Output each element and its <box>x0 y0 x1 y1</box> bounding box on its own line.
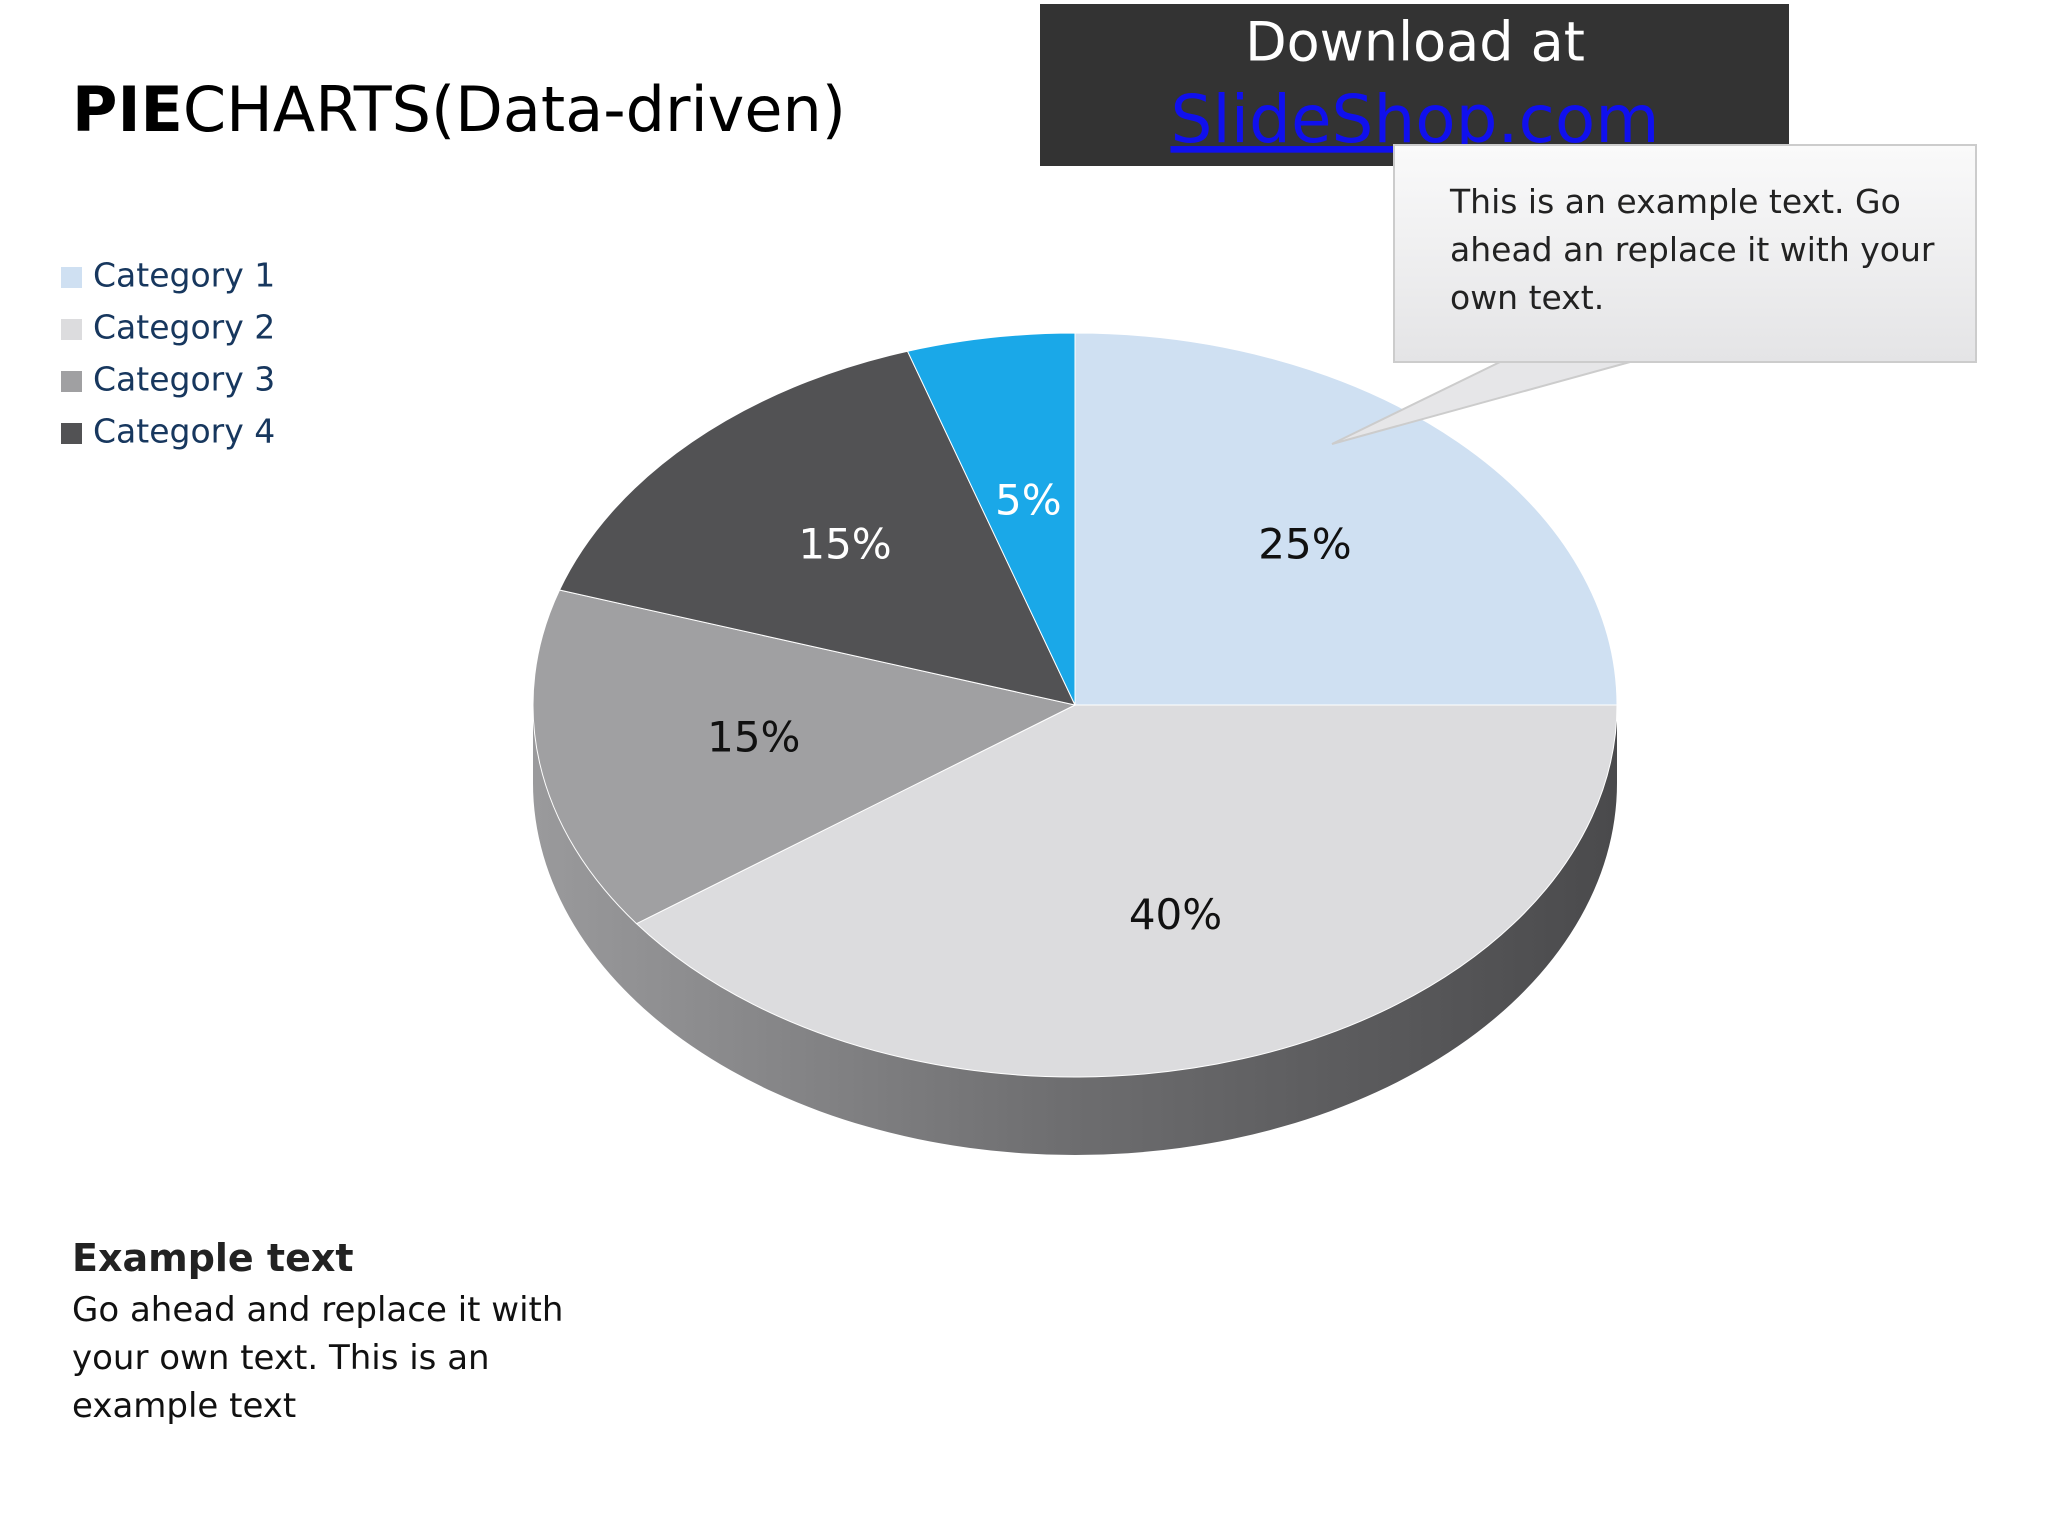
example-body: Go ahead and replace it with your own te… <box>72 1290 564 1426</box>
legend-swatch <box>61 371 82 392</box>
legend-label: Category 3 <box>93 360 275 399</box>
example-heading: Example text <box>72 1236 354 1280</box>
title-bold: PIE <box>72 73 183 146</box>
data-label: 15% <box>798 520 891 569</box>
callout-text: This is an example text. Go ahead an rep… <box>1450 182 1935 317</box>
title-rest: CHARTS(Data-driven) <box>183 73 846 146</box>
pie-slice <box>635 704 1618 1078</box>
legend-label: Category 4 <box>93 412 275 451</box>
pie: 25% 40% 15% 15% 5% <box>532 332 1618 1155</box>
data-label: 15% <box>707 712 800 761</box>
pie-side <box>533 705 1617 1155</box>
pie-slice <box>532 589 1077 925</box>
data-label: 25% <box>1258 520 1351 569</box>
pie-slice <box>906 332 1076 706</box>
chart-title: PIECHARTS(Data-driven) <box>72 73 846 146</box>
callout-box <box>1393 144 1977 363</box>
pie-slice <box>1074 332 1618 706</box>
pie-slice <box>558 350 1076 706</box>
legend-label: Category 1 <box>93 256 275 295</box>
data-label: 5% <box>995 475 1062 524</box>
banner <box>1040 4 1789 166</box>
banner-text: Download at <box>1245 11 1585 74</box>
legend-swatch <box>61 423 82 444</box>
legend-swatch <box>61 319 82 340</box>
data-label: 40% <box>1129 890 1222 939</box>
legend-swatch <box>61 267 82 288</box>
legend-label: Category 2 <box>93 308 275 347</box>
